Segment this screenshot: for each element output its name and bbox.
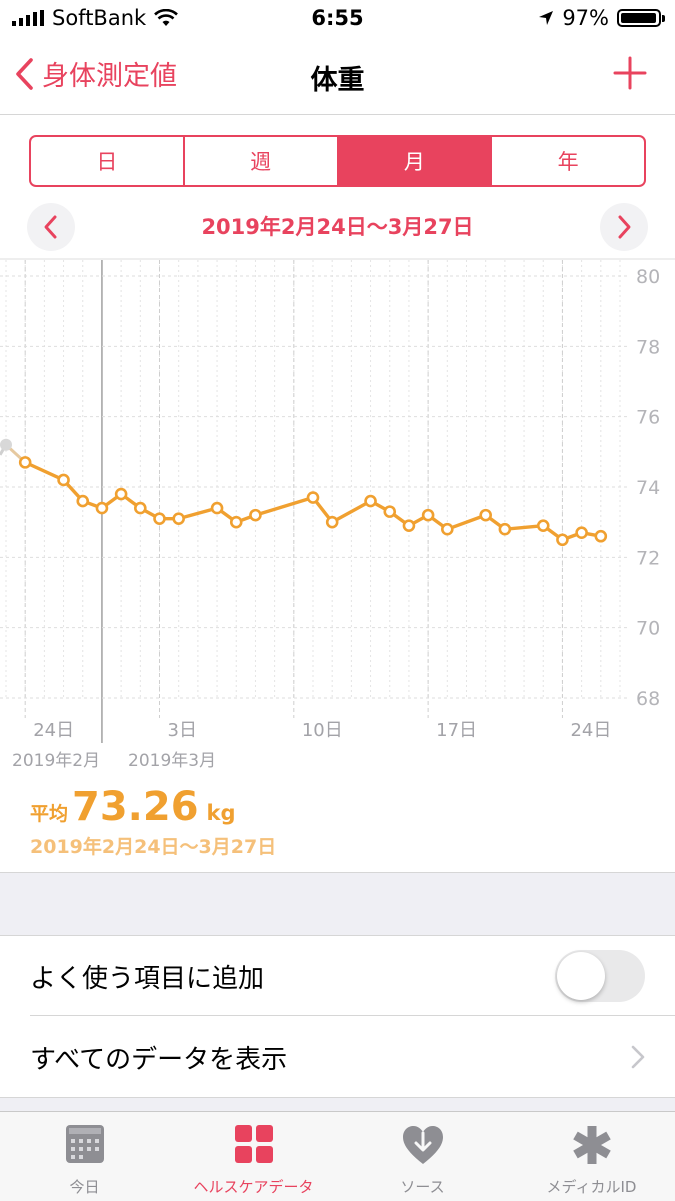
add-icon[interactable] [613,56,647,90]
status-bar: SoftBank 6:55 97% [0,0,675,40]
y-tick-label: 76 [636,407,660,429]
segment-day[interactable]: 日 [96,150,118,174]
average-unit: kg [206,801,236,825]
x-tick-label: 24日 [33,720,74,741]
battery-icon [617,9,665,27]
data-point[interactable] [153,512,166,525]
data-point[interactable] [441,522,454,536]
y-tick-label: 74 [636,477,660,499]
data-point[interactable] [249,508,262,522]
nav-bar: 身体測定値 体重 [0,40,675,115]
asterisk-icon [572,1126,611,1164]
heart-download-icon [402,1126,443,1164]
tab-today[interactable]: 今日 [0,1112,169,1201]
data-point[interactable] [498,522,512,536]
previous-range-button[interactable] [27,203,75,251]
x-tick-label: 17日 [436,720,477,741]
tab-medical-id[interactable]: メディカルID [507,1112,675,1201]
data-point[interactable] [57,473,70,487]
weight-line-chart[interactable]: 68 70 72 74 76 78 80 24日 3日 10日 17日 24日 [0,258,675,744]
date-range-bar: 2019年2月24日〜3月27日 [0,198,675,251]
add-to-favorites-label: よく使う項目に追加 [30,964,265,994]
chevron-left-icon [44,215,57,239]
data-point[interactable] [383,505,397,518]
data-point[interactable] [421,508,435,522]
data-point[interactable] [402,519,416,532]
average-label: 平均 [30,803,69,825]
month-labels: 2019年2月 2019年3月 [0,746,675,774]
next-range-button[interactable] [600,203,648,251]
favorites-toggle[interactable] [555,950,645,1002]
data-point[interactable] [479,508,492,522]
y-tick-label: 68 [636,688,660,710]
grid-icon [234,1125,273,1163]
add-to-favorites-row: よく使う項目に追加 [0,936,675,1016]
section-spacer [0,1097,675,1112]
average-summary: 平均 73.26 kg [30,784,236,830]
month-label-feb: 2019年2月 [12,751,101,771]
month-label-mar: 2019年3月 [128,751,217,771]
tab-health-data-label: ヘルスケアデータ [193,1178,314,1196]
x-tick-label: 24日 [570,720,611,741]
data-point[interactable] [306,491,320,504]
data-point[interactable] [18,456,32,469]
tab-health-data[interactable]: ヘルスケアデータ [169,1112,338,1201]
y-tick-label: 78 [636,336,660,358]
average-date-range: 2019年2月24日〜3月27日 [30,836,277,858]
data-point[interactable] [134,501,147,515]
back-label: 身体測定値 [42,61,177,92]
tab-medical-id-label: メディカルID [546,1178,637,1196]
location-arrow-icon [539,11,554,25]
data-point[interactable] [364,494,377,508]
tab-sources-label: ソース [400,1178,445,1196]
tab-sources[interactable]: ソース [338,1112,507,1201]
show-all-data-label: すべてのデータを表示 [30,1045,288,1075]
page-title: 体重 [310,65,365,96]
battery-percent: 97% [562,6,609,30]
tab-today-label: 今日 [69,1178,100,1196]
show-all-data-row[interactable]: すべてのデータを表示 [0,1017,675,1097]
y-tick-label: 72 [636,547,660,569]
chevron-right-icon [631,1045,645,1069]
data-point[interactable] [594,529,608,543]
data-point[interactable] [325,515,339,529]
chevron-left-icon [16,57,33,90]
data-point[interactable] [76,494,90,508]
data-point[interactable] [95,501,109,515]
data-point[interactable] [210,501,224,515]
clock: 6:55 [311,6,364,30]
y-tick-label: 70 [636,618,660,640]
data-point[interactable] [536,519,550,532]
x-tick-label: 10日 [302,720,343,741]
date-range-label: 2019年2月24日〜3月27日 [201,215,474,239]
section-spacer [0,873,675,936]
divider [0,872,675,873]
data-point[interactable] [229,515,243,529]
calendar-icon [65,1125,104,1163]
x-tick-label: 3日 [168,720,197,741]
data-point[interactable] [114,487,128,501]
segment-year[interactable]: 年 [490,137,644,185]
segment-week[interactable]: 週 [182,137,337,185]
data-point[interactable] [556,533,569,547]
average-value: 73.26 [72,784,199,830]
segment-month[interactable]: 月 [336,137,491,185]
tab-bar: 今日 ヘルスケアデータ ソース メディカルID [0,1111,675,1201]
carrier-label: SoftBank [52,6,147,30]
period-segmented-control: 日 週 月 年 [29,135,646,187]
chevron-right-icon [618,215,631,239]
data-point[interactable] [575,526,588,540]
signal-icon [12,10,44,26]
data-point-previous[interactable] [0,438,12,451]
y-tick-label: 80 [636,266,660,288]
back-button[interactable]: 身体測定値 [14,54,177,93]
wifi-icon [154,9,179,26]
data-point[interactable] [172,512,185,525]
